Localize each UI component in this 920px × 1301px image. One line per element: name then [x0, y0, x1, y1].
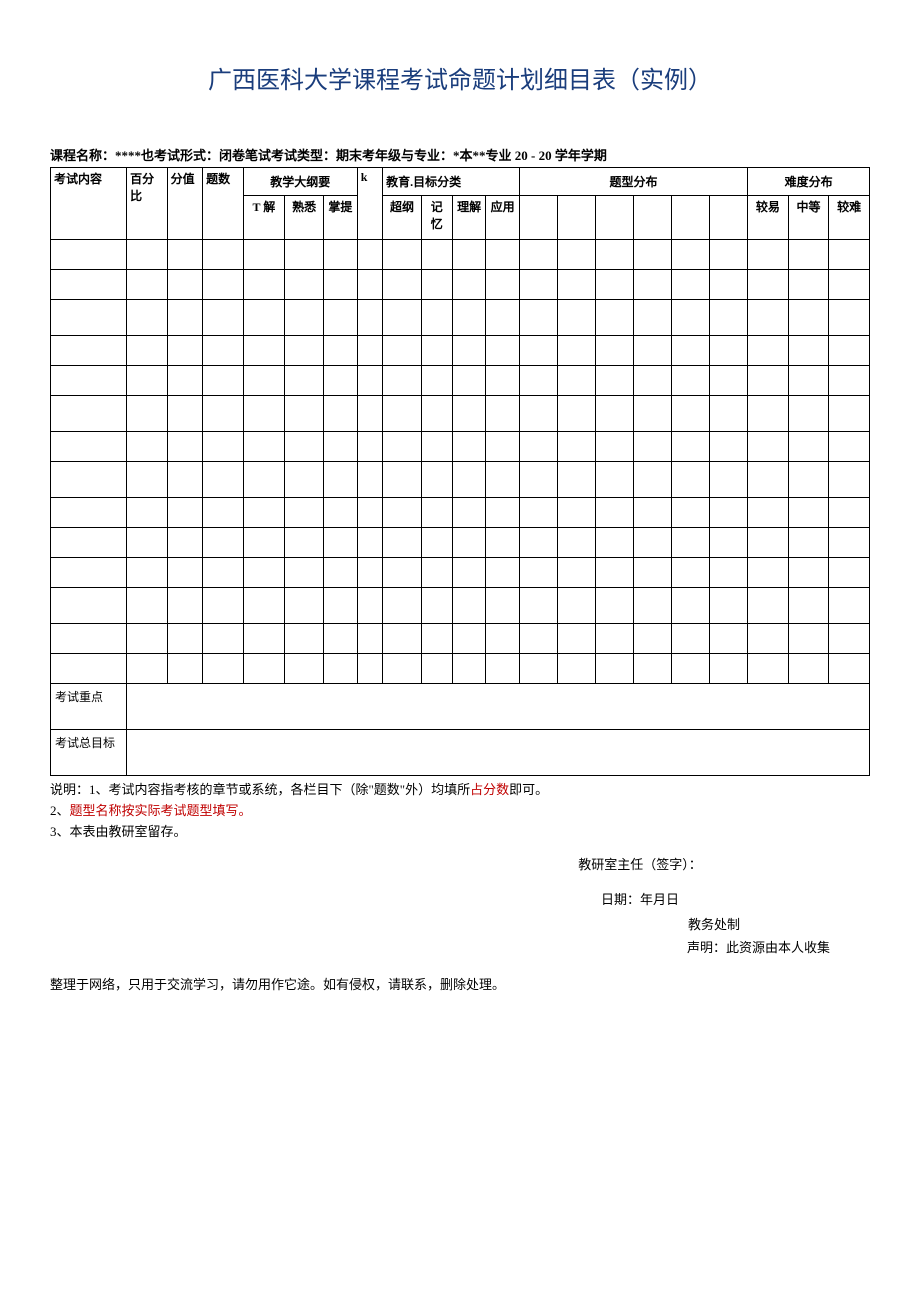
sub-familiar: 熟悉	[285, 196, 324, 240]
exam-goal-label: 考试总目标	[51, 730, 127, 776]
note2-prefix: 2、	[50, 803, 70, 818]
date-line: 日期：年月日	[50, 889, 870, 908]
table-row	[51, 624, 870, 654]
sub-q2	[558, 196, 596, 240]
col-percent: 百分比	[127, 168, 168, 240]
sub-understand: T 解	[243, 196, 284, 240]
notes-section: 说明：1、考试内容指考核的章节或系统，各栏目下（除"题数"外）均填所占分数即可。…	[50, 780, 870, 842]
note2-red: 题型名称按实际考试题型填写。	[70, 803, 252, 818]
exam-goal-content	[127, 730, 870, 776]
col-outline: 教学大纲要	[243, 168, 357, 196]
table-row	[51, 558, 870, 588]
table-row	[51, 498, 870, 528]
sub-q4	[634, 196, 672, 240]
signature-line: 教研室主任（签字）：	[50, 854, 870, 873]
sub-easy: 较易	[748, 196, 789, 240]
table-row	[51, 396, 870, 432]
col-edu-goal: 教育.目标分类	[383, 168, 520, 196]
table-row	[51, 588, 870, 624]
table-row	[51, 366, 870, 396]
note-line3: 3、本表由教研室留存。	[50, 822, 870, 843]
table-header-row1: 考试内容 百分比 分值 题数 教学大纲要 k 教育.目标分类 题型分布 难度分布	[51, 168, 870, 196]
sub-q3	[596, 196, 634, 240]
sub-beyond: 超纲	[383, 196, 422, 240]
col-difficulty: 难度分布	[748, 168, 870, 196]
note1-prefix: 说明：1、考试内容指考核的章节或系统，各栏目下（除"题数"外）均填所	[50, 782, 470, 797]
sub-memory: 记忆	[421, 196, 452, 240]
note-line2: 2、题型名称按实际考试题型填写。	[50, 801, 870, 822]
col-qtype: 题型分布	[519, 168, 747, 196]
table-row	[51, 336, 870, 366]
sub-q6	[710, 196, 748, 240]
table-row	[51, 270, 870, 300]
sub-medium: 中等	[788, 196, 829, 240]
table-row	[51, 528, 870, 558]
col-count: 题数	[203, 168, 244, 240]
sub-q5	[672, 196, 710, 240]
sub-master: 掌提	[324, 196, 358, 240]
office-line: 教务处制	[50, 914, 870, 933]
statement-line: 声明：此资源由本人收集	[50, 937, 870, 956]
doc-title: 广西医科大学课程考试命题计划细目表（实例）	[50, 60, 870, 95]
sub-comprehend: 理解	[452, 196, 486, 240]
note1-red: 占分数	[470, 782, 509, 797]
sub-apply: 应用	[486, 196, 520, 240]
disclaimer-line: 整理于网络，只用于交流学习，请勿用作它途。如有侵权，请联系，删除处理。	[50, 974, 870, 993]
table-row	[51, 240, 870, 270]
table-row	[51, 432, 870, 462]
table-row	[51, 654, 870, 684]
doc-subtitle: 课程名称：****也考试形式：闭卷笔试考试类型：期末考年级与专业：*本**专业 …	[50, 145, 870, 164]
exam-focus-row: 考试重点	[51, 684, 870, 730]
col-k: k	[357, 168, 382, 240]
col-score: 分值	[167, 168, 202, 240]
table-row	[51, 300, 870, 336]
table-row	[51, 462, 870, 498]
sub-hard: 较难	[829, 196, 870, 240]
note1-suffix: 即可。	[509, 782, 548, 797]
exam-goal-row: 考试总目标	[51, 730, 870, 776]
exam-focus-content	[127, 684, 870, 730]
main-table: 考试内容 百分比 分值 题数 教学大纲要 k 教育.目标分类 题型分布 难度分布…	[50, 167, 870, 776]
exam-focus-label: 考试重点	[51, 684, 127, 730]
col-exam-content: 考试内容	[51, 168, 127, 240]
note-line1: 说明：1、考试内容指考核的章节或系统，各栏目下（除"题数"外）均填所占分数即可。	[50, 780, 870, 801]
sub-q1	[519, 196, 557, 240]
